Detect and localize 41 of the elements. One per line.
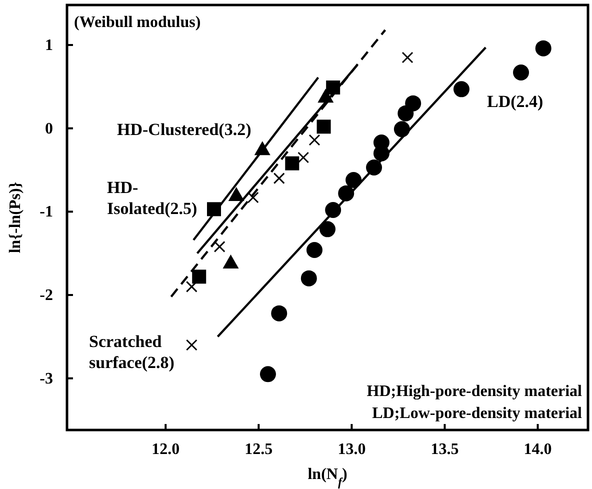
annotation: HD- Isolated(2.5) xyxy=(107,178,198,218)
point xyxy=(316,120,331,134)
point xyxy=(405,95,422,112)
point xyxy=(402,52,414,64)
annotation: HD-Clustered(3.2) xyxy=(117,120,252,139)
point xyxy=(271,305,288,322)
annotation: LD(2.4) xyxy=(487,92,544,111)
y-tick-label: -1 xyxy=(40,204,53,221)
point xyxy=(300,270,317,286)
x-tick-label: 12.0 xyxy=(152,441,180,458)
point xyxy=(228,187,244,201)
y-tick-label: -2 xyxy=(40,287,53,304)
y-tick-label: 0 xyxy=(45,120,53,138)
x-tick-label: 14.0 xyxy=(524,441,552,458)
point xyxy=(306,242,322,258)
x-tick-label: 13.5 xyxy=(430,441,459,458)
annotation: (Weibull modulus) xyxy=(74,14,201,31)
point xyxy=(186,280,198,292)
y-axis-title: ln{-ln(Ps)} xyxy=(7,182,24,254)
point xyxy=(513,64,530,80)
point xyxy=(308,134,320,146)
x-tick-label: 13.0 xyxy=(338,441,366,458)
point xyxy=(192,270,206,284)
y-tick-label: 1 xyxy=(45,37,53,54)
y-tick-label: -3 xyxy=(40,370,53,388)
point xyxy=(186,339,198,351)
x-axis-title: ln(N$_{f}$) xyxy=(308,466,348,489)
point xyxy=(285,156,300,170)
point xyxy=(260,366,276,382)
point xyxy=(535,40,552,56)
point xyxy=(453,81,470,98)
point xyxy=(247,192,259,204)
annotation: HD;High-pore-density material LD;Low-pore-density material xyxy=(366,383,583,422)
point xyxy=(320,221,336,238)
point xyxy=(298,152,310,164)
x-tick-label: 12.5 xyxy=(244,441,273,458)
point xyxy=(346,172,362,188)
point xyxy=(222,254,239,268)
point xyxy=(214,240,226,252)
annotation: Scratched surface(2.8) xyxy=(89,332,174,372)
point xyxy=(273,172,285,184)
